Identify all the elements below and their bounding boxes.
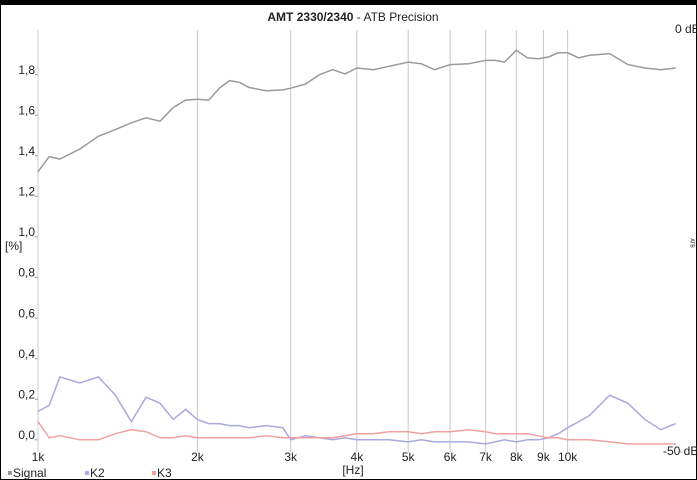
series-line <box>37 49 676 173</box>
x-tick-label: 9k <box>537 450 551 464</box>
legend-label: K3 <box>157 466 172 480</box>
y-tick-label: 0,2 <box>18 387 35 401</box>
legend-swatch <box>85 471 89 475</box>
legend-swatch <box>8 471 12 475</box>
y-tick-label: 0,8 <box>18 266 35 280</box>
watermark: ATB <box>689 238 695 248</box>
y-tick-label: 1,0 <box>18 225 35 239</box>
y2-tick-label: -50 dB <box>663 444 697 458</box>
x-tick-label: 10k <box>558 450 578 464</box>
series-line <box>37 421 676 445</box>
x-tick-label: 2k <box>191 450 205 464</box>
y-tick-label: 0,0 <box>18 428 35 442</box>
x-tick-label: 3k <box>284 450 298 464</box>
chart-title: AMT 2330/2340 - ATB Precision <box>267 10 438 24</box>
x-tick-label: 5k <box>402 450 416 464</box>
top-bar <box>0 0 697 5</box>
x-tick-label: 4k <box>351 450 365 464</box>
x-tick-label: 7k <box>479 450 493 464</box>
y-tick-label: 1,4 <box>18 144 35 158</box>
legend-label: Signal <box>13 466 46 480</box>
x-tick-label: 6k <box>444 450 458 464</box>
y-tick-label: 0,4 <box>18 347 35 361</box>
legend-label: K2 <box>90 466 105 480</box>
series-line <box>37 375 676 445</box>
legend-swatch <box>152 471 156 475</box>
y-tick-label: 1,8 <box>18 63 35 77</box>
y-axis-label: [%] <box>5 239 22 253</box>
title-rest: - ATB Precision <box>353 10 438 24</box>
y-tick-label: 1,2 <box>18 185 35 199</box>
x-tick-label: 8k <box>510 450 524 464</box>
x-tick-label: 1k <box>32 450 46 464</box>
y-tick-label: 0,6 <box>18 306 35 320</box>
title-bold: AMT 2330/2340 <box>267 10 353 24</box>
y-tick-label: 1,6 <box>18 103 35 117</box>
y2-tick-label: 0 dB <box>675 22 697 36</box>
x-axis-label: [Hz] <box>342 463 363 477</box>
